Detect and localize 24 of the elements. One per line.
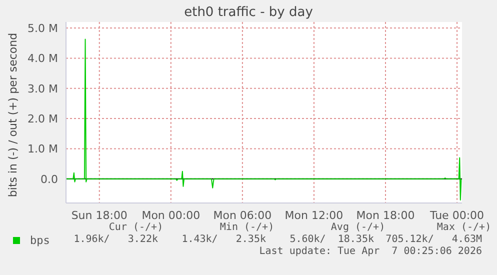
text: Min (-/+) [218,222,276,233]
text: Last update: Tue Apr 7 00:25:06 2026 [259,246,482,257]
text: 5.60k/ 18.35k [290,234,374,245]
x-tick-label: Mon 00:00 [142,208,200,222]
y-tick-label: 1.0 M [28,142,58,156]
text: Max (-/+) [436,222,492,233]
text: Cur (-/+) [108,222,164,233]
y-tick-label: 4.0 M [28,52,58,66]
text: 1.43k/ 2.35k [182,234,266,245]
x-tick-label: Mon 12:00 [284,208,344,222]
y-tick-label: 3.0 M [28,82,58,96]
chart-title: eth0 traffic - by day [183,5,314,20]
text: 705.12k/ 4.63M [386,234,482,245]
x-tick-label: Sun 18:00 [71,208,128,222]
x-tick-label: Mon 06:00 [213,208,272,222]
y-tick-label: 2.0 M [28,112,58,126]
y-tick-label: 5.0 M [28,22,58,35]
x-tick-label: Mon 18:00 [356,208,415,222]
text: 1.96k/ 3.22k [74,234,158,245]
y-axis-title: bits in (-) / out (+) per second [6,32,20,198]
x-tick-label: Tue 00:00 [429,208,484,222]
y-tick-label: 0.0 [40,172,58,186]
legend-label: bps [30,234,50,247]
text: Avg (-/+) [330,222,386,233]
